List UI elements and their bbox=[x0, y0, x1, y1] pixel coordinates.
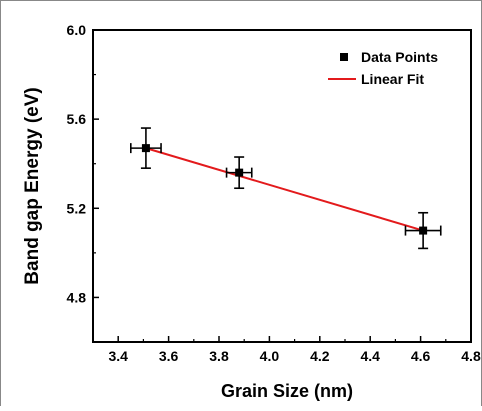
y-tick-label: 6.0 bbox=[67, 22, 87, 38]
x-tick-label: 3.6 bbox=[159, 348, 179, 364]
data-point bbox=[235, 168, 244, 177]
y-tick-label: 5.2 bbox=[67, 200, 87, 216]
image-border-left bbox=[0, 0, 1, 406]
legend: Data Points Linear Fit bbox=[328, 49, 438, 87]
y-tick-label: 4.8 bbox=[67, 289, 87, 305]
fit-line bbox=[145, 147, 424, 232]
y-axis-title: Band gap Energy (eV) bbox=[22, 87, 43, 284]
x-tick-label: 4.2 bbox=[310, 348, 330, 364]
x-tick-label: 4.0 bbox=[260, 348, 280, 364]
x-axis-title: Grain Size (nm) bbox=[221, 381, 353, 401]
x-tick-label: 3.8 bbox=[209, 348, 229, 364]
legend-marker-data-points bbox=[340, 53, 348, 61]
x-tick-label: 4.4 bbox=[360, 348, 380, 364]
plot-area bbox=[92, 29, 472, 343]
x-tick-label: 4.6 bbox=[411, 348, 431, 364]
legend-label-linear-fit: Linear Fit bbox=[361, 71, 424, 87]
image-border-top bbox=[0, 0, 481, 1]
data-point bbox=[141, 144, 150, 153]
data-marks bbox=[130, 127, 442, 250]
legend-label-data-points: Data Points bbox=[361, 49, 438, 65]
x-axis-ticks: 3.4 3.6 3.8 4.0 4.2 4.4 4.6 4.8 bbox=[108, 336, 481, 364]
y-tick-label: 5.6 bbox=[67, 111, 87, 127]
data-point bbox=[419, 226, 428, 235]
x-tick-label: 4.8 bbox=[461, 348, 481, 364]
y-axis-ticks: 4.8 5.2 5.6 6.0 bbox=[67, 22, 99, 305]
plot-frame bbox=[92, 29, 472, 343]
x-tick-label: 3.4 bbox=[108, 348, 128, 364]
